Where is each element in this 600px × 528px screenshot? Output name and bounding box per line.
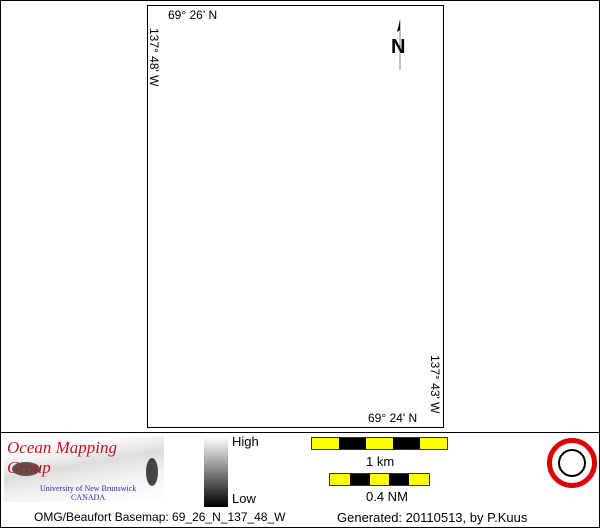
lat-label-top: 69° 26' N <box>168 8 218 22</box>
map-frame[interactable] <box>147 5 444 428</box>
scale-nm-label: 0.4 NM <box>366 489 408 504</box>
gradient-high-label: High <box>232 434 259 449</box>
unb-geodesy-seal-logo <box>547 438 597 488</box>
lon-label-left: 137° 48' W <box>147 28 161 87</box>
depth-gradient-bar <box>204 437 228 507</box>
basemap-label: OMG/Beaufort Basemap: 69_26_N_137_48_W <box>34 510 286 524</box>
scale-km-label: 1 km <box>366 454 395 469</box>
north-label: N <box>391 36 406 58</box>
logo-title: Ocean Mapping Group <box>7 438 118 477</box>
generated-label: Generated: 20110513, by P.Kuus <box>337 510 528 525</box>
north-arrow-icon: N <box>390 18 410 70</box>
scale-bar-nm <box>329 473 430 486</box>
scale-bar-km <box>311 437 448 450</box>
gradient-low-label: Low <box>232 491 256 506</box>
lat-label-bottom: 69° 24' N <box>368 411 418 425</box>
logo-subtitle: University of New Brunswick CANADA <box>40 484 137 502</box>
lon-label-right: 137° 43' W <box>428 355 442 414</box>
legend-divider <box>0 432 600 433</box>
omg-logo: Ocean Mapping Group University of New Br… <box>4 436 164 502</box>
